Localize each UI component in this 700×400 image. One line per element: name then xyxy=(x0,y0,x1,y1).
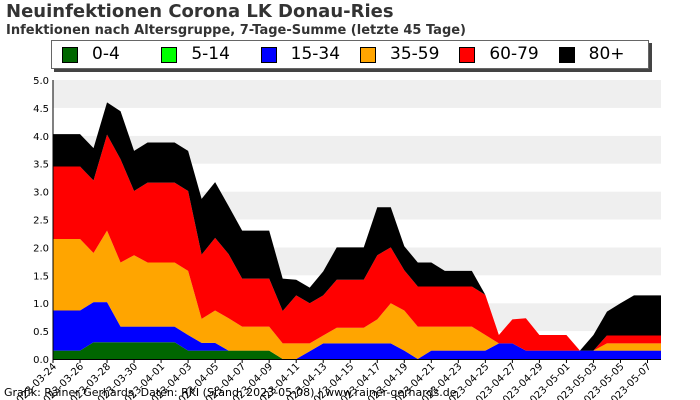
y-tick-label: 3.0 xyxy=(33,188,49,199)
legend-item: 60-79 xyxy=(449,41,548,68)
legend-item: 15-34 xyxy=(251,41,350,68)
legend-item: 35-59 xyxy=(350,41,449,68)
y-tick-labels: 0.0 0.5 1.0 1.5 2.0 2.5 3.0 3.5 4.0 4.5 5.0 xyxy=(33,76,49,366)
legend-swatch xyxy=(558,47,575,63)
y-tick-label: 5.0 xyxy=(33,76,49,87)
area-series-0-4 xyxy=(53,342,661,359)
y-tick-label: 0.5 xyxy=(33,327,49,338)
legend-label: 80+ xyxy=(588,44,625,64)
grid-band xyxy=(53,80,661,108)
legend-swatch xyxy=(459,47,476,63)
legend: 0-4 5-14 15-34 35-59 60-79 80+ xyxy=(51,40,649,69)
legend-label: 15-34 xyxy=(290,44,341,64)
legend-item: 5-14 xyxy=(151,41,250,68)
area-series xyxy=(53,102,661,359)
chart-subtitle: Infektionen nach Altersgruppe, 7-Tage-Su… xyxy=(6,23,467,38)
legend-swatch xyxy=(62,47,78,63)
y-tick-label: 0.0 xyxy=(33,355,49,366)
legend-label: 5-14 xyxy=(191,44,230,64)
legend-label: 0-4 xyxy=(92,44,120,64)
legend-swatch xyxy=(161,47,178,63)
y-tick-label: 4.5 xyxy=(33,104,49,115)
legend-label: 60-79 xyxy=(489,44,539,64)
y-tick-label: 2.5 xyxy=(33,216,49,227)
y-tick-label: 2.0 xyxy=(33,243,49,254)
credit-text: Grafik: Rainer Gerhards, Daten: RKI (Sta… xyxy=(4,386,457,399)
y-tick-label: 1.5 xyxy=(33,271,49,282)
area-series-60-79 xyxy=(53,134,661,351)
y-tick-label: 4.0 xyxy=(33,132,49,143)
area-series-35-59 xyxy=(53,230,661,359)
legend-item: 80+ xyxy=(549,41,648,68)
area-series-80- xyxy=(53,102,661,351)
chart-axes xyxy=(52,80,661,360)
y-tick-label: 3.5 xyxy=(33,160,49,171)
legend-swatch xyxy=(260,47,277,63)
legend-label: 35-59 xyxy=(390,44,440,64)
area-series-15-34 xyxy=(53,302,661,359)
legend-item: 0-4 xyxy=(52,41,151,68)
legend-swatch xyxy=(360,47,376,63)
y-tick-label: 1.0 xyxy=(33,299,49,310)
grid-band xyxy=(53,107,661,136)
chart-title: Neuinfektionen Corona LK Donau-Ries xyxy=(6,1,394,22)
